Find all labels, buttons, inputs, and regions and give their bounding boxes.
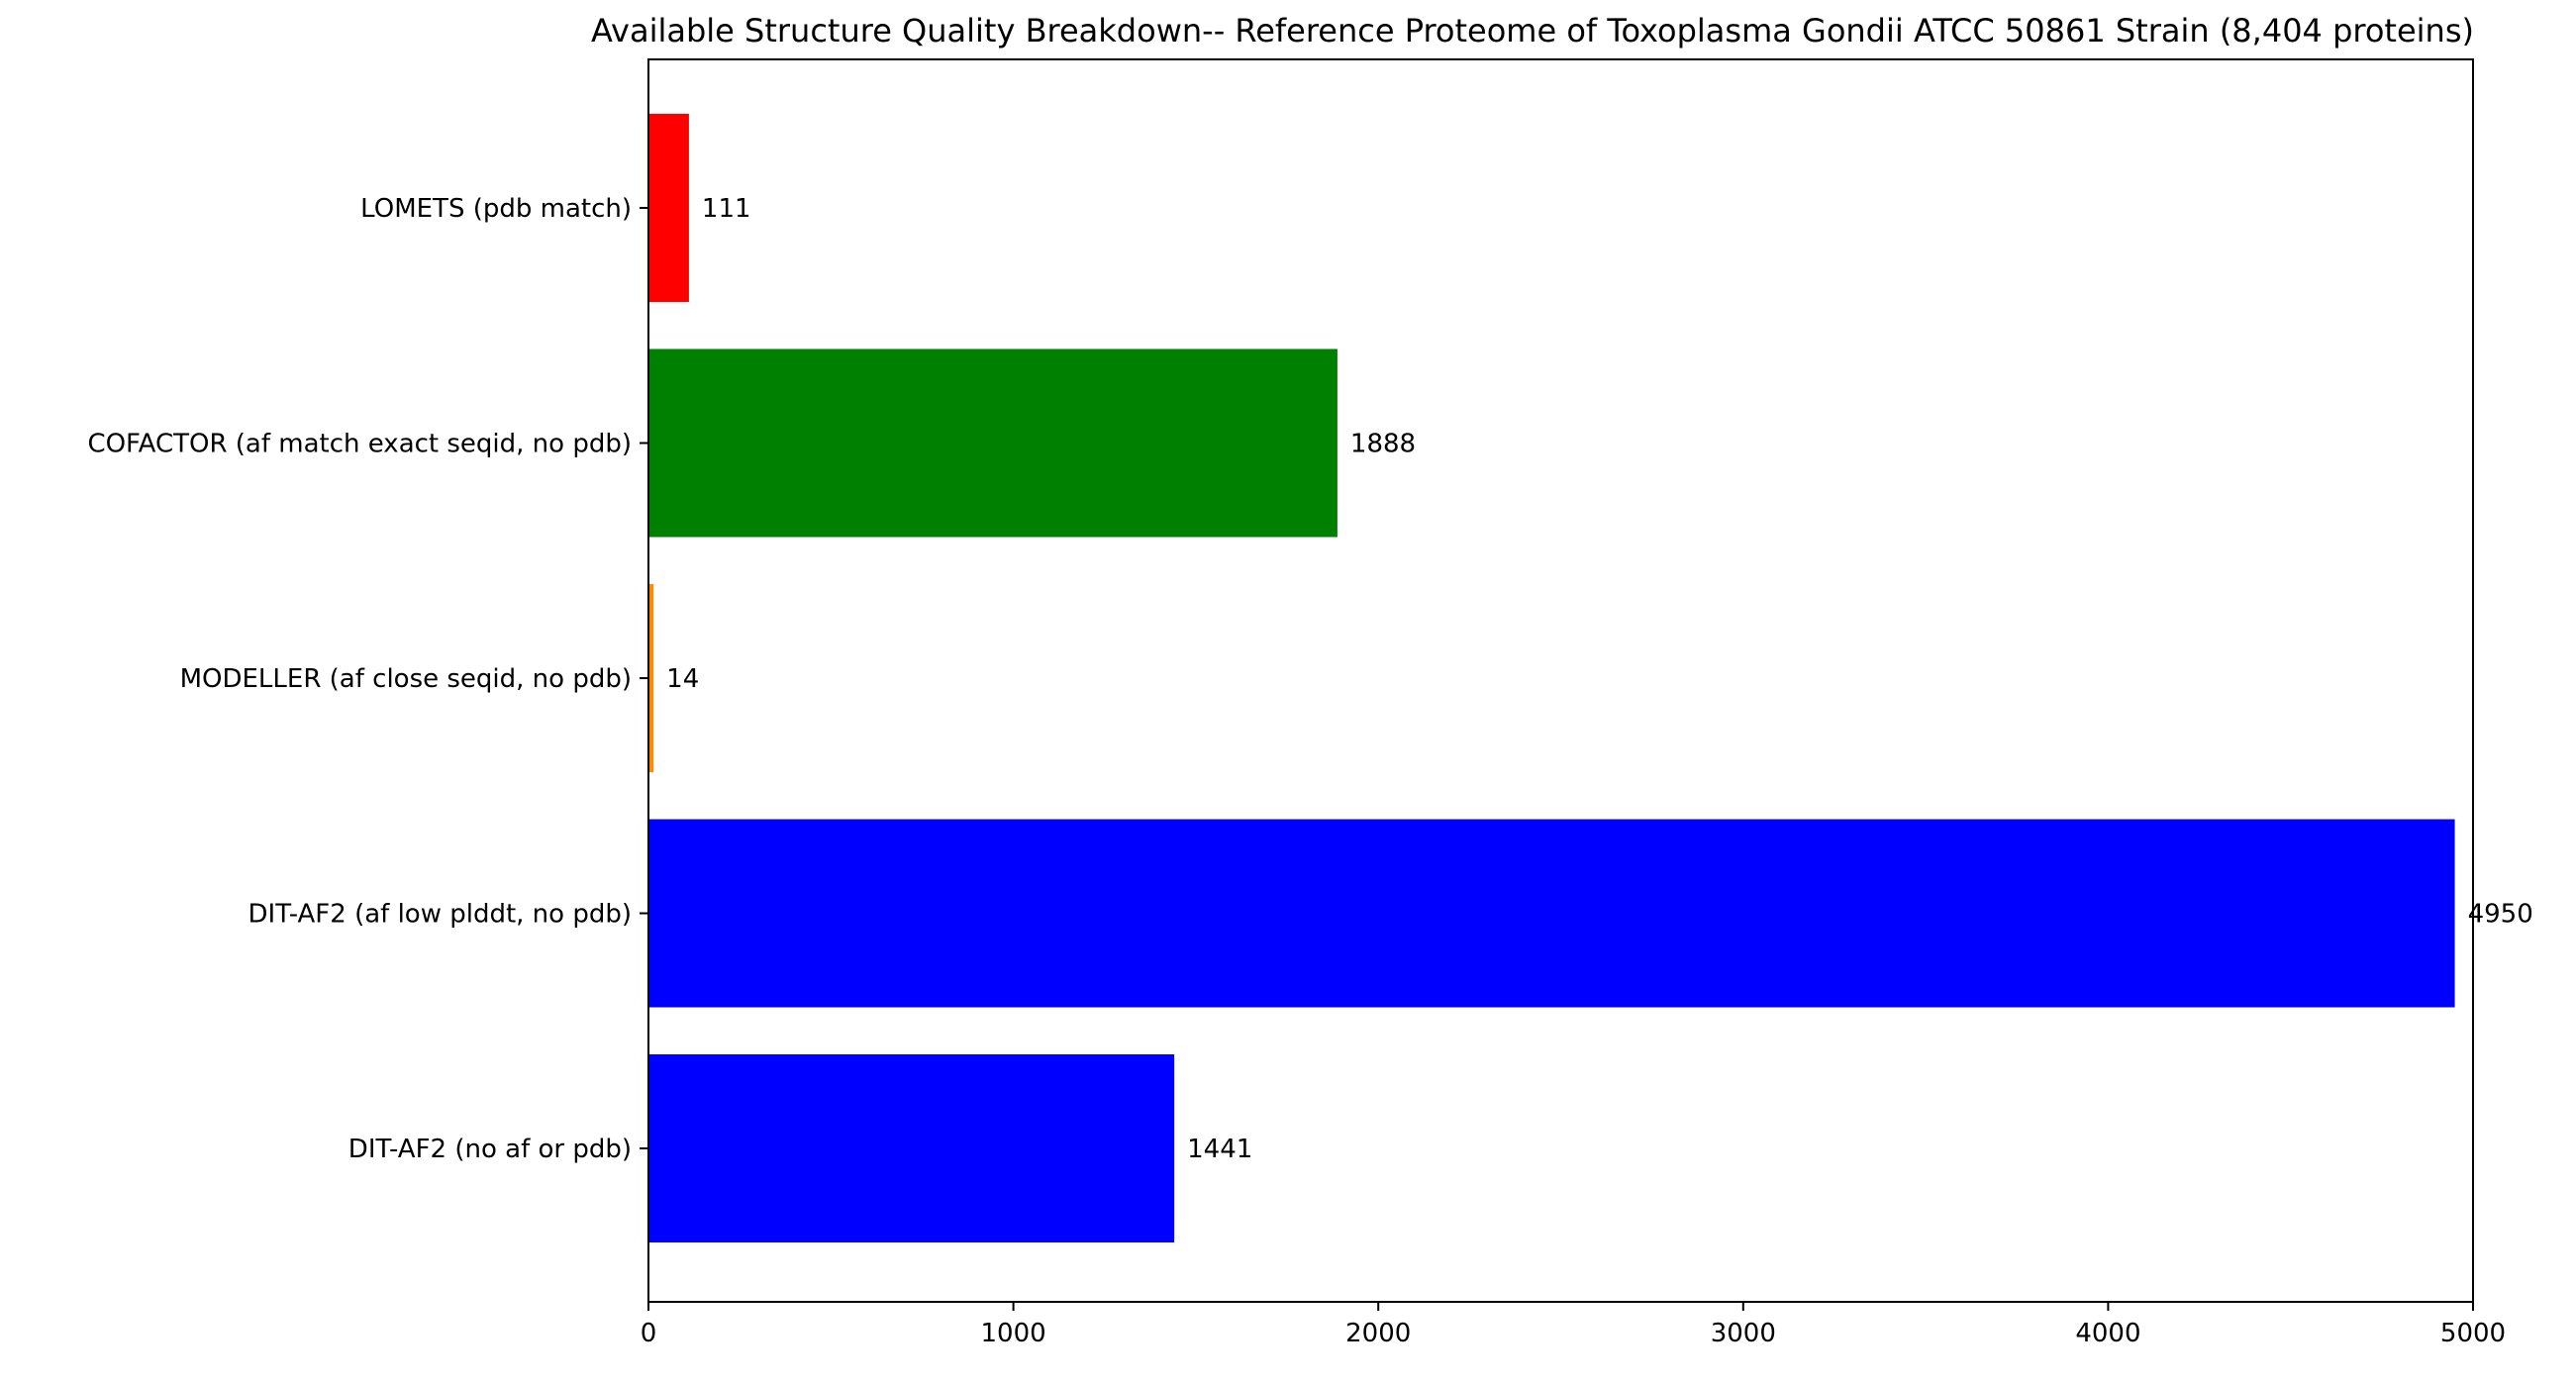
bar-value-label: 111 bbox=[702, 194, 751, 224]
x-tick-label: 0 bbox=[641, 1319, 657, 1348]
bar bbox=[648, 1054, 1175, 1242]
bar-value-label: 1888 bbox=[1350, 430, 1416, 459]
axes-layer: LOMETS (pdb match) COFACTOR (af match exa… bbox=[87, 58, 2506, 1348]
bars-layer: 111 1888 14 4950 1441 bbox=[648, 114, 2533, 1242]
bar bbox=[648, 819, 2455, 1008]
y-tick-label: MODELLER (af close seqid, no pdb) bbox=[180, 664, 632, 694]
chart-title: Available Structure Quality Breakdown-- … bbox=[591, 12, 2474, 50]
y-tick-label: COFACTOR (af match exact seqid, no pdb) bbox=[87, 430, 632, 459]
x-tick-label: 2000 bbox=[1345, 1319, 1411, 1348]
x-tick-label: 4000 bbox=[2075, 1319, 2140, 1348]
bar bbox=[648, 584, 654, 772]
y-tick-label: DIT-AF2 (no af or pdb) bbox=[348, 1135, 632, 1164]
bar bbox=[648, 348, 1338, 538]
bar-value-label: 4950 bbox=[2468, 900, 2533, 930]
y-tick-label: LOMETS (pdb match) bbox=[360, 194, 632, 224]
x-tick-label: 3000 bbox=[1711, 1319, 1776, 1348]
bar-value-label: 14 bbox=[666, 664, 699, 694]
x-tick-label: 5000 bbox=[2440, 1319, 2506, 1348]
bar-value-label: 1441 bbox=[1187, 1135, 1252, 1164]
bar bbox=[648, 114, 689, 302]
y-tick-label: DIT-AF2 (af low plddt, no pdb) bbox=[248, 900, 632, 930]
x-tick-label: 1000 bbox=[981, 1319, 1046, 1348]
plot-frame bbox=[647, 58, 2474, 1303]
